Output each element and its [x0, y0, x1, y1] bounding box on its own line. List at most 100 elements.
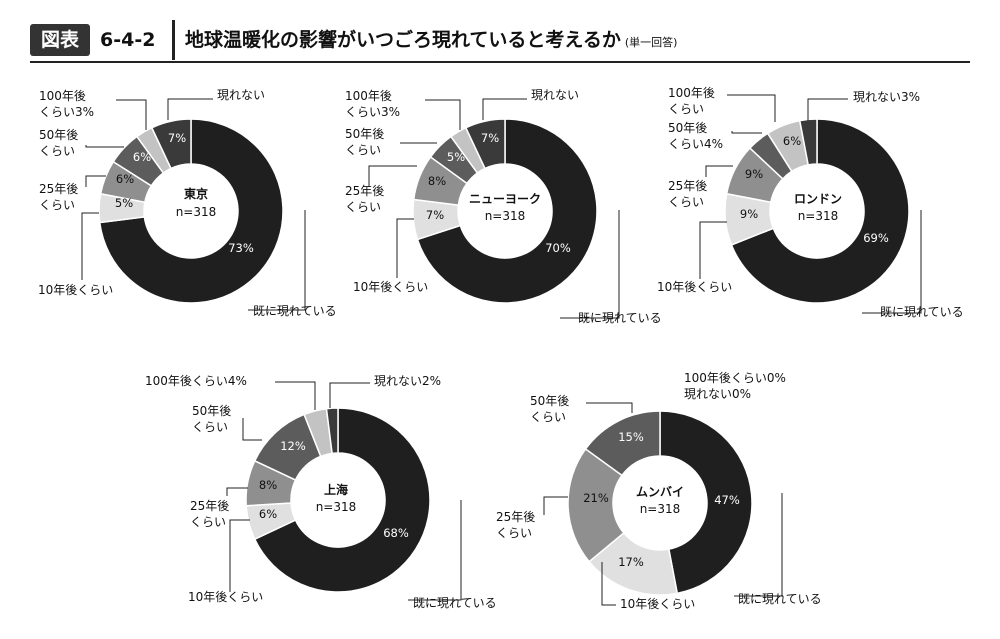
callout-label: 既に現れている [413, 596, 497, 610]
donut-chart-3: 68%6%8%12%上海n=318既に現れている10年後くらい25年後くらい50… [145, 374, 497, 610]
donut-chart-0: 73%5%6%6%7%東京n=318既に現れている10年後くらい25年後くらい5… [38, 88, 337, 318]
callout-line [408, 500, 462, 601]
slice-percent-label: 17% [618, 555, 644, 569]
callout-label: 50年後 [345, 127, 384, 141]
callout-label: 25年後 [345, 184, 384, 198]
figure-title: 地球温暖化の影響がいつごろ現れていると考えるか (単一回答) [185, 24, 677, 56]
callout-label: くらい [345, 143, 381, 157]
slice-percent-label: 8% [259, 478, 277, 492]
donut-chart-4: 47%17%21%15%ムンバイn=318既に現れている10年後くらい25年後く… [496, 371, 822, 611]
city-name: 上海 [324, 482, 348, 497]
donut-hole [613, 456, 707, 550]
slice-percent-label: 6% [259, 507, 277, 521]
callout-line [229, 519, 250, 592]
figure-badge: 図表 [30, 24, 90, 56]
callout-label: 100年後くらい4% [145, 374, 247, 388]
callout-line [601, 562, 616, 606]
slice-percent-label: 70% [545, 241, 571, 255]
callout-label: くらい [39, 144, 75, 158]
callout-line [699, 221, 727, 279]
slice-percent-label: 7% [168, 131, 186, 145]
callout-label: 100年後 [39, 89, 86, 103]
sample-size: n=318 [316, 500, 357, 514]
callout-label: くらい [496, 526, 532, 540]
slice-percent-label: 9% [745, 167, 763, 181]
callout-label: 既に現れている [880, 305, 964, 319]
callout-label: くらい [668, 195, 704, 209]
callout-line [482, 98, 527, 120]
callout-line [727, 94, 776, 122]
callout-label: くらい [190, 515, 226, 529]
callout-label: 25年後 [496, 510, 535, 524]
callout-label: 50年後 [530, 394, 569, 408]
callout-label: くらい [192, 420, 228, 434]
figure-title-text: 地球温暖化の影響がいつごろ現れていると考えるか [185, 29, 621, 51]
callout-label: 10年後くらい [620, 597, 695, 611]
city-name: ニューヨーク [469, 192, 541, 206]
donut-hole [458, 164, 552, 258]
sample-size: n=318 [798, 209, 839, 223]
sample-size: n=318 [176, 205, 217, 219]
callout-label: 25年後 [39, 182, 78, 196]
callout-line [329, 382, 370, 408]
callout-line [248, 210, 306, 311]
callout-line [705, 165, 733, 177]
callout-line [807, 98, 848, 121]
callout-label: 既に現れている [253, 304, 337, 318]
slice-percent-label: 73% [228, 241, 254, 255]
callout-label: 現れない2% [374, 374, 441, 388]
callout-label: 現れない3% [853, 90, 920, 104]
callout-label: くらい [345, 200, 381, 214]
donut-hole [770, 164, 864, 258]
callout-line [396, 218, 414, 278]
slice-percent-label: 5% [447, 150, 465, 164]
callout-line [586, 402, 633, 413]
donut-hole [291, 453, 385, 547]
city-name: ムンバイ [636, 485, 684, 499]
callout-label: 10年後くらい [657, 280, 732, 294]
slice-percent-label: 12% [280, 439, 306, 453]
callout-line [425, 99, 461, 130]
callout-label: くらい4% [668, 137, 723, 151]
callout-line [116, 99, 147, 130]
slice-percent-label: 6% [133, 150, 151, 164]
callout-line [81, 212, 99, 280]
callout-line [85, 175, 106, 187]
callout-line [167, 98, 213, 120]
callout-label: 50年後 [192, 404, 231, 418]
callout-line [242, 418, 262, 441]
zero-value-note: 現れない0% [684, 387, 751, 401]
donut-chart-2: 69%9%9%6%ロンドンn=318既に現れている10年後くらい25年後くらい5… [657, 86, 964, 319]
figure-note: (単一回答) [624, 36, 678, 49]
slice-percent-label: 15% [618, 430, 644, 444]
slice-percent-label: 5% [115, 196, 133, 210]
slice-percent-label: 47% [714, 493, 740, 507]
callout-label: くらい [668, 102, 704, 116]
slice-percent-label: 7% [426, 208, 444, 222]
callout-label: 現れない [217, 88, 265, 102]
slice-percent-label: 9% [740, 207, 758, 221]
callout-label: 現れない [531, 88, 579, 102]
slice-percent-label: 21% [583, 491, 609, 505]
figure-header: 図表 6-4-2 地球温暖化の影響がいつごろ現れていると考えるか (単一回答) [0, 0, 1000, 63]
figure-number: 6-4-2 [100, 29, 156, 51]
slice-percent-label: 6% [783, 134, 801, 148]
callout-label: 既に現れている [578, 311, 662, 325]
callout-line [731, 131, 762, 134]
donut-chart-1: 70% 7% 8%5% 7% ニューヨーク n=318 既に現れている 10年後くらい 25年後… [345, 88, 662, 325]
title-divider [172, 20, 175, 60]
callout-label: 50年後 [39, 128, 78, 142]
callout-label: 50年後 [668, 121, 707, 135]
header-rule [30, 61, 970, 63]
slice-percent-label: 69% [863, 231, 889, 245]
donut-hole [144, 164, 238, 258]
callout-line [85, 145, 124, 148]
callout-line [560, 210, 620, 319]
callout-line [226, 487, 248, 496]
slice-percent-label: 6% [116, 172, 134, 186]
callout-label: 10年後くらい [353, 280, 428, 294]
slice-percent-label: 8% [428, 174, 446, 188]
callout-line [543, 496, 568, 515]
callout-label: 25年後 [190, 499, 229, 513]
